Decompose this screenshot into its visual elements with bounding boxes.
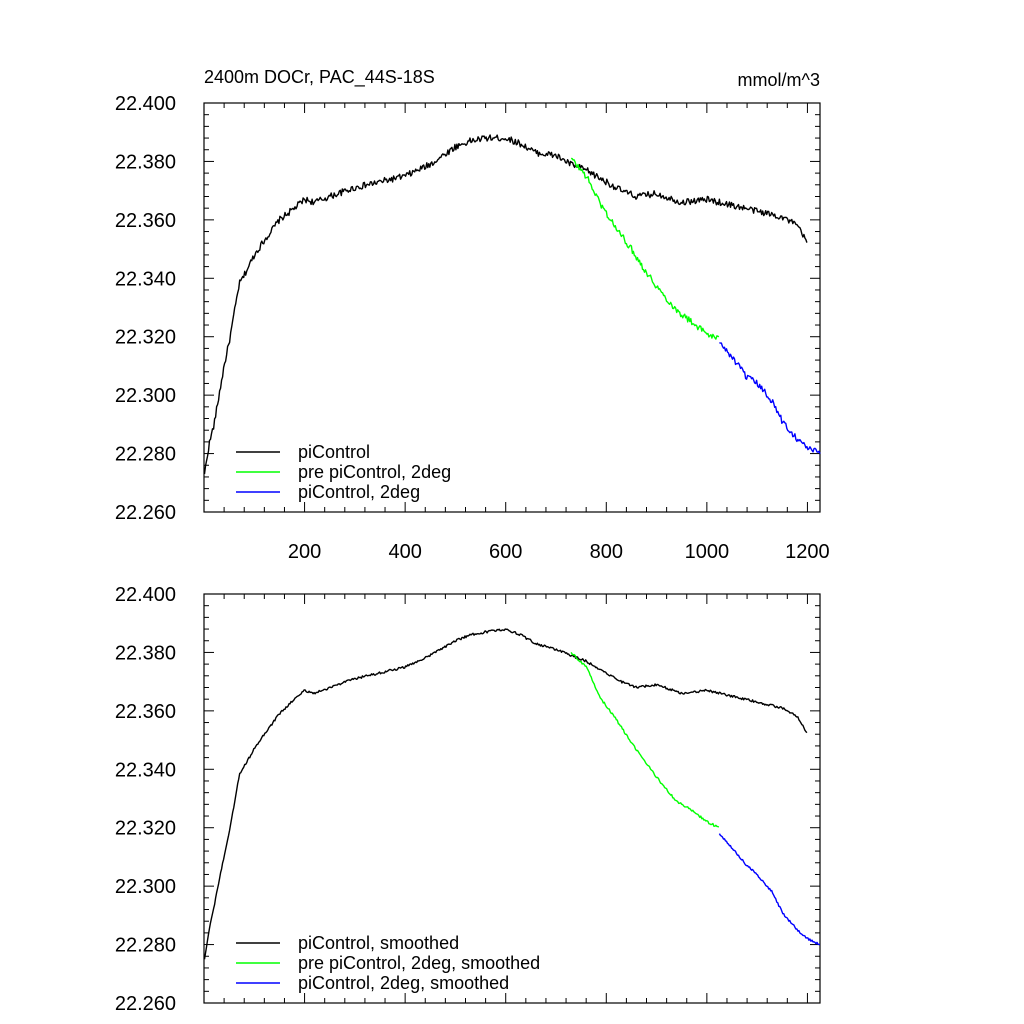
legend-label: piControl, 2deg bbox=[298, 482, 420, 502]
series-line-0 bbox=[203, 134, 808, 475]
y-tick-label: 22.280 bbox=[115, 935, 176, 957]
x-tick-label: 800 bbox=[590, 541, 623, 563]
x-tick-label: 200 bbox=[288, 541, 321, 563]
x-tick-label: 600 bbox=[489, 541, 522, 563]
chart-title: 2400m DOCr, PAC_44S-18S bbox=[204, 67, 435, 88]
y-tick-label: 22.340 bbox=[115, 268, 176, 290]
y-tick-label: 22.260 bbox=[115, 993, 176, 1015]
legend-label: pre piControl, 2deg bbox=[298, 462, 451, 482]
y-tick-label: 22.360 bbox=[115, 701, 176, 723]
x-tick-label: 1200 bbox=[785, 541, 830, 563]
y-tick-label: 22.360 bbox=[115, 210, 176, 232]
y-tick-label: 22.380 bbox=[115, 151, 176, 173]
legend-label: piControl bbox=[298, 442, 370, 462]
plot-frame bbox=[203, 102, 821, 513]
series-line-2 bbox=[718, 833, 821, 946]
series-line-0 bbox=[203, 628, 808, 960]
y-tick-label: 22.400 bbox=[115, 93, 176, 115]
legend-label: piControl, smoothed bbox=[298, 933, 459, 953]
x-tick-label: 1000 bbox=[685, 541, 730, 563]
plot-frame bbox=[203, 593, 821, 1004]
series-line-1 bbox=[571, 157, 720, 340]
y-tick-label: 22.400 bbox=[115, 584, 176, 606]
x-tick-label: 400 bbox=[388, 541, 421, 563]
y-tick-label: 22.320 bbox=[115, 327, 176, 349]
y-tick-label: 22.320 bbox=[115, 818, 176, 840]
y-tick-label: 22.300 bbox=[115, 385, 176, 407]
y-tick-label: 22.300 bbox=[115, 876, 176, 898]
units-label: mmol/m^3 bbox=[738, 70, 820, 90]
y-tick-label: 22.280 bbox=[115, 444, 176, 466]
legend-label: piControl, 2deg, smoothed bbox=[298, 973, 509, 993]
bottom-panel: 22.260 22.280 22.300 22.320 22.340 22.360 22.3… bbox=[115, 584, 821, 1015]
y-tick-label: 22.380 bbox=[115, 642, 176, 664]
top-panel: 22.260 22.280 22.300 22.320 22.340 22.360 22.3… bbox=[115, 93, 830, 563]
y-tick-label: 22.260 bbox=[115, 502, 176, 524]
series-line-2 bbox=[719, 341, 821, 454]
y-tick-label: 22.340 bbox=[115, 759, 176, 781]
series-line-1 bbox=[570, 652, 720, 828]
legend-label: pre piControl, 2deg, smoothed bbox=[298, 953, 540, 973]
